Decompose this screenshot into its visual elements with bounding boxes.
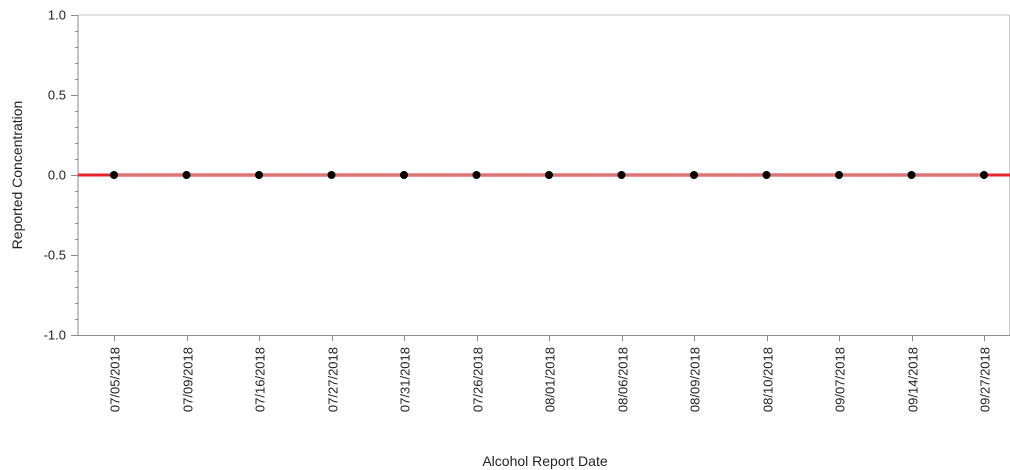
- y-tick-label: 0.5: [48, 88, 66, 103]
- data-point: [327, 171, 336, 179]
- x-tick-label: 07/31/2018: [398, 347, 413, 412]
- x-tick-label: 07/27/2018: [326, 347, 341, 412]
- x-tick-label: 09/14/2018: [906, 347, 921, 412]
- x-tick-label: 09/27/2018: [978, 347, 993, 412]
- x-tick-label: 07/09/2018: [181, 347, 196, 412]
- y-tick-label: 0.0: [48, 168, 66, 183]
- data-point: [400, 171, 408, 179]
- data-point: [472, 171, 481, 179]
- x-axis-title: Alcohol Report Date: [482, 453, 608, 469]
- y-tick-label: 1.0: [48, 8, 66, 23]
- data-point: [690, 171, 698, 179]
- x-tick-label: 08/01/2018: [543, 347, 558, 412]
- x-tick-label: 07/16/2018: [253, 347, 268, 412]
- data-point: [617, 171, 626, 179]
- x-tick-label: 07/05/2018: [108, 347, 123, 412]
- x-tick-label: 09/07/2018: [833, 347, 848, 412]
- x-tick-label: 08/10/2018: [761, 347, 776, 412]
- data-point: [110, 171, 118, 179]
- data-point: [545, 171, 553, 179]
- y-tick-label: -0.5: [44, 248, 66, 263]
- y-axis-title: Reported Concentration: [9, 101, 25, 250]
- data-point: [255, 171, 263, 179]
- data-point: [182, 171, 191, 179]
- y-tick-label: -1.0: [44, 328, 66, 343]
- data-point: [835, 171, 843, 179]
- x-tick-label: 08/09/2018: [688, 347, 703, 412]
- x-tick-label: 08/06/2018: [616, 347, 631, 412]
- data-point: [907, 171, 916, 179]
- data-point: [762, 171, 771, 179]
- x-tick-label: 07/26/2018: [471, 347, 486, 412]
- data-point: [980, 171, 988, 179]
